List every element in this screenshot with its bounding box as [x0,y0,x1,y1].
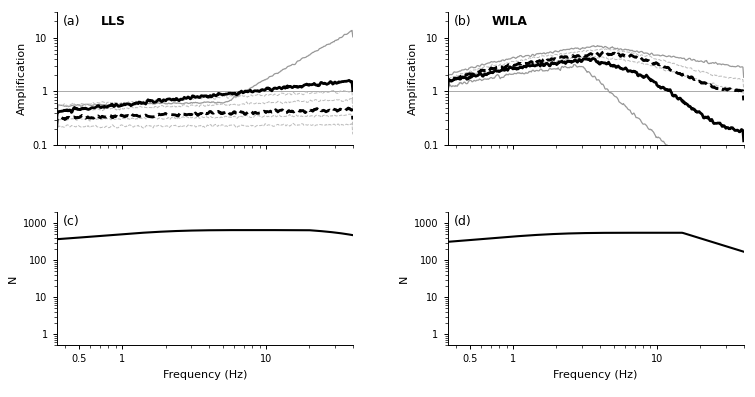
Text: (b): (b) [454,15,471,27]
Text: (a): (a) [63,15,80,27]
Text: (d): (d) [454,215,471,227]
Y-axis label: Amplification: Amplification [17,42,26,115]
Text: (c): (c) [63,215,79,227]
Y-axis label: Amplification: Amplification [408,42,418,115]
Text: WILA: WILA [492,15,528,27]
Text: LLS: LLS [101,15,126,27]
X-axis label: Frequency (Hz): Frequency (Hz) [162,370,247,380]
X-axis label: Frequency (Hz): Frequency (Hz) [553,370,638,380]
Y-axis label: N: N [399,274,408,283]
Y-axis label: N: N [8,274,17,283]
